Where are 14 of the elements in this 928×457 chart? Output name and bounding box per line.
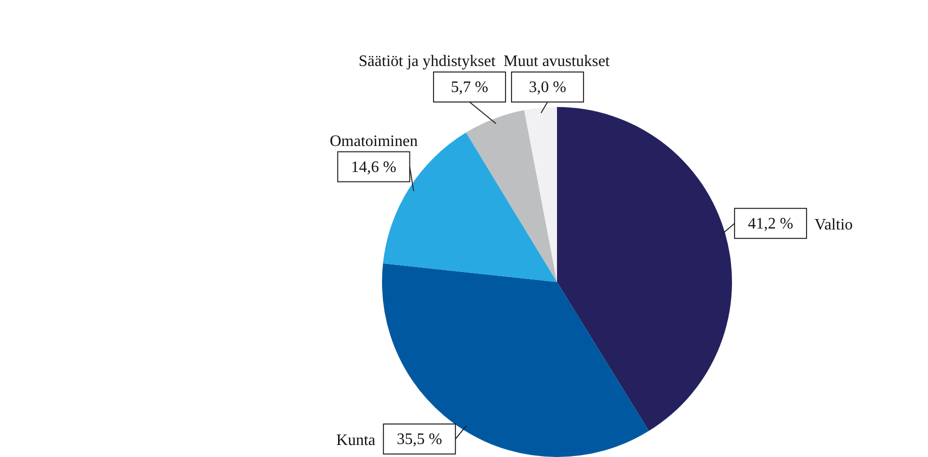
slice-label: Omatoiminen [330, 132, 418, 150]
data-label: 41,2 % [748, 215, 794, 232]
pie-slice [466, 110, 557, 282]
pie-slice [557, 107, 732, 431]
pie-slice [382, 263, 649, 457]
data-label: 14,6 % [351, 158, 396, 176]
pie-slice [524, 107, 557, 282]
slice-label: Muut avustukset [504, 53, 610, 70]
slice-label: Säätiöt ja yhdistykset [358, 53, 496, 70]
slice-label: Valtio [814, 216, 853, 234]
data-label: 35,5 % [396, 431, 442, 448]
data-label: 3,0 % [528, 79, 566, 96]
data-label: 5,7 % [450, 79, 488, 96]
slice-label: Kunta [336, 432, 376, 449]
